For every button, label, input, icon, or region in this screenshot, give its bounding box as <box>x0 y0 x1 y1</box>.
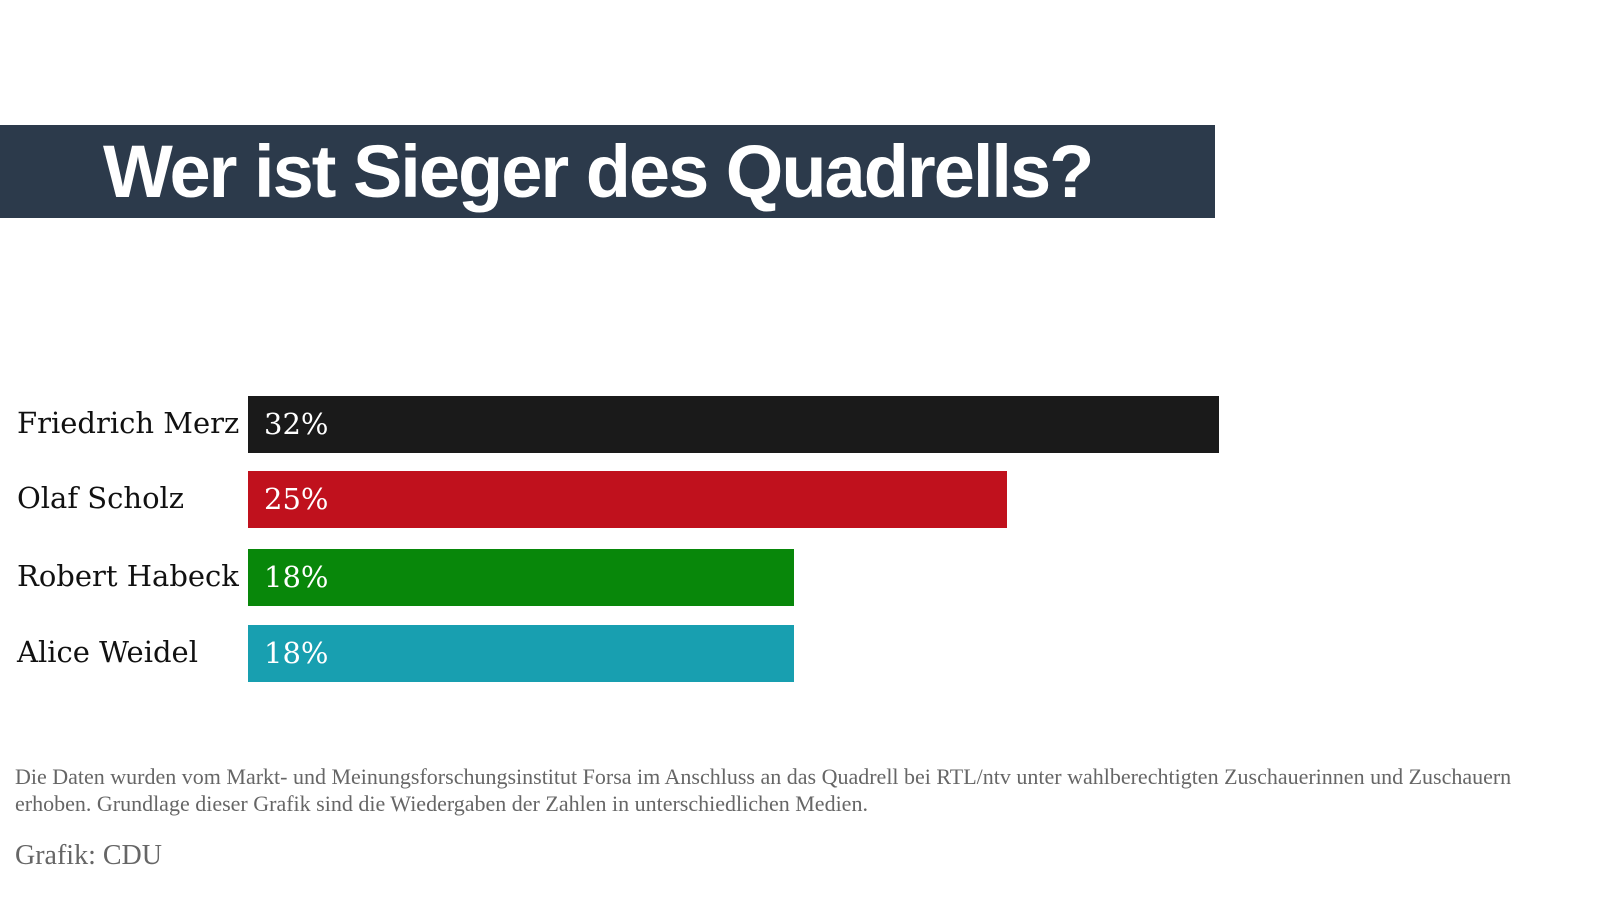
bar-value-label: 25% <box>264 482 329 516</box>
category-label: Robert Habeck <box>17 559 239 593</box>
bar: 25% <box>248 471 1007 528</box>
chart-note: Die Daten wurden vom Markt- und Meinungs… <box>15 764 1512 816</box>
chart-title: Wer ist Sieger des Quadrells? <box>103 130 1094 213</box>
bar-value-label: 18% <box>264 636 329 670</box>
category-label: Alice Weidel <box>17 635 198 669</box>
bar: 18% <box>248 625 795 682</box>
bar-value-label: 18% <box>264 560 329 594</box>
bar: 18% <box>248 549 795 606</box>
category-label: Olaf Scholz <box>17 481 185 515</box>
bar: 32% <box>248 396 1219 453</box>
title-bar: Wer ist Sieger des Quadrells? <box>0 125 1215 218</box>
chart-source: Grafik: CDU <box>15 840 162 871</box>
bar-value-label: 32% <box>264 407 329 441</box>
category-label: Friedrich Merz <box>17 406 240 440</box>
